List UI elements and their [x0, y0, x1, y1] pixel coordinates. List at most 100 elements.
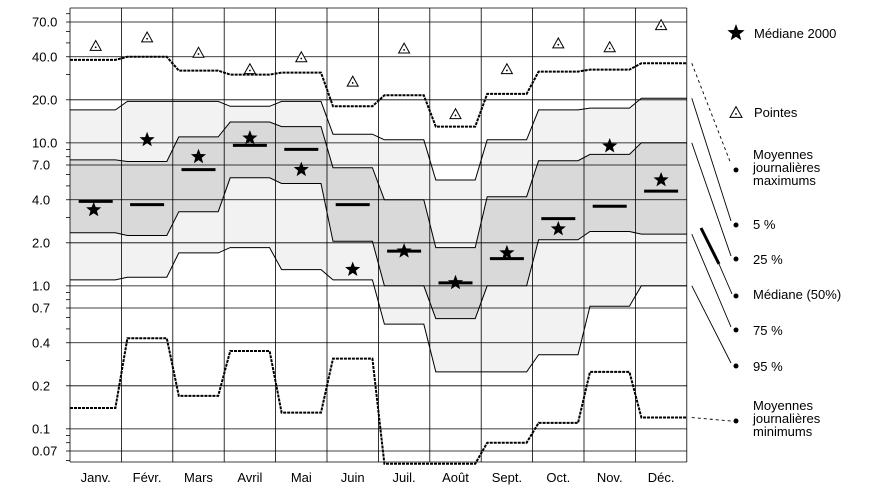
- peak-triangle: [89, 39, 103, 51]
- connector-max: [691, 63, 732, 165]
- peak-triangle: [192, 46, 205, 58]
- legend-triangle-icon-dot: [735, 113, 737, 115]
- connector-min: [691, 417, 732, 422]
- month-label-9: Oct.: [546, 470, 570, 485]
- connector-median: [718, 263, 733, 295]
- peak-triangle-outline: [192, 46, 205, 58]
- y-tick-label-20.0: 20.0: [32, 92, 57, 107]
- peak-triangle-dot: [197, 53, 200, 55]
- month-label-5: Juin: [341, 470, 365, 485]
- median-2000-star: [396, 243, 412, 258]
- month-label-1: Févr.: [133, 470, 162, 485]
- legend-dot-p25: [733, 256, 739, 262]
- line-p25: [70, 121, 687, 249]
- peak-triangle-outline: [89, 39, 103, 51]
- median-2000-star: [86, 201, 102, 217]
- month-label-7: Août: [442, 470, 469, 485]
- peak-triangle-dot: [94, 46, 97, 49]
- peak-triangle-outline: [500, 62, 514, 75]
- median-2000-star: [139, 131, 155, 147]
- y-tick-label-10.0: 10.0: [32, 135, 57, 150]
- line-min: [70, 337, 687, 465]
- median-2000-star: [190, 148, 207, 164]
- line-p5: [70, 97, 687, 181]
- legend-pointes: Pointes: [754, 105, 798, 120]
- median-2000-star: [653, 172, 669, 187]
- line-p95: [70, 247, 687, 373]
- peak-triangle: [140, 30, 154, 43]
- legend-label-p5-0: 5 %: [753, 217, 776, 232]
- peak-triangle: [500, 62, 514, 75]
- legend-label-p25-0: 25 %: [753, 252, 783, 267]
- legend-mediane-2000: Médiane 2000: [754, 26, 836, 41]
- peak-triangle-outline: [551, 36, 565, 49]
- peak-triangle-outline: [140, 30, 154, 43]
- median-2000-star: [550, 220, 566, 236]
- y-tick-label-0.7: 0.7: [32, 301, 50, 316]
- legend-dot-min: [733, 418, 739, 424]
- peak-triangle-outline: [397, 42, 411, 54]
- legend-dot-p5: [733, 222, 739, 228]
- legend-triangle-icon-outline: [729, 105, 743, 118]
- legend-label-min-0: Moyennes: [753, 398, 813, 413]
- median-2000-star: [447, 274, 464, 290]
- line-max: [70, 55, 687, 128]
- peak-triangle: [397, 42, 411, 54]
- month-label-10: Nov.: [597, 470, 623, 485]
- peak-triangle-dot: [608, 47, 611, 50]
- legend-label-max-2: maximums: [753, 173, 816, 188]
- peak-triangle: [449, 107, 462, 120]
- median-2000-star: [499, 244, 515, 260]
- legend-label-max-0: Moyennes: [753, 147, 813, 162]
- peak-triangle-outline: [654, 18, 668, 31]
- peak-triangle-dot: [506, 69, 508, 72]
- month-label-11: Déc.: [648, 470, 675, 485]
- peak-triangle-outline: [603, 40, 617, 53]
- peak-triangle-outline: [243, 62, 257, 75]
- month-label-0: Janv.: [81, 470, 111, 485]
- peak-triangle: [654, 18, 668, 31]
- legend-label-max-1: journalières: [752, 160, 821, 175]
- legend-median-segment: [699, 227, 721, 265]
- median-2000-star: [345, 261, 361, 276]
- peak-triangle-dot: [146, 37, 149, 40]
- y-tick-label-7.0: 7.0: [32, 158, 50, 173]
- peak-triangle-dot: [300, 57, 303, 60]
- peak-triangle-dot: [249, 69, 251, 72]
- peak-triangle-dot: [557, 43, 560, 46]
- month-label-3: Avril: [237, 470, 262, 485]
- line-p75: [70, 177, 687, 320]
- y-tick-label-70.0: 70.0: [32, 15, 57, 30]
- y-tick-label-2.0: 2.0: [32, 235, 50, 250]
- peak-triangle-dot: [351, 82, 354, 84]
- legend-triangle-icon: [729, 105, 743, 118]
- legend-label-median-0: Médiane (50%): [753, 287, 841, 302]
- legend-star-icon: [727, 24, 745, 41]
- peak-triangle-dot: [660, 25, 662, 28]
- peak-triangle: [551, 36, 565, 49]
- peak-triangle-dot: [454, 114, 457, 117]
- peak-triangle-dot: [403, 48, 405, 51]
- peak-triangle-outline: [449, 107, 462, 120]
- legend-label-p75-0: 75 %: [753, 323, 783, 338]
- y-tick-label-40.0: 40.0: [32, 49, 57, 64]
- month-label-8: Sept.: [492, 470, 522, 485]
- connector-p95: [691, 285, 732, 364]
- legend-dot-p75: [733, 327, 739, 333]
- month-label-6: Juil.: [393, 470, 416, 485]
- connector-p5: [691, 98, 732, 222]
- month-label-2: Mars: [184, 470, 213, 485]
- legend-dot-median: [733, 293, 739, 299]
- peak-triangle: [346, 75, 360, 87]
- connector-p25: [691, 142, 732, 257]
- legend-label-p95-0: 95 %: [753, 359, 783, 374]
- peak-triangle: [603, 40, 617, 53]
- y-tick-label-0.07: 0.07: [32, 444, 57, 459]
- legend-dot-p95: [733, 363, 739, 369]
- median-2000-star: [602, 138, 618, 153]
- median-2000-star: [242, 130, 258, 145]
- peak-triangle: [294, 50, 308, 63]
- y-tick-label-0.4: 0.4: [32, 335, 50, 350]
- y-tick-label-0.2: 0.2: [32, 378, 50, 393]
